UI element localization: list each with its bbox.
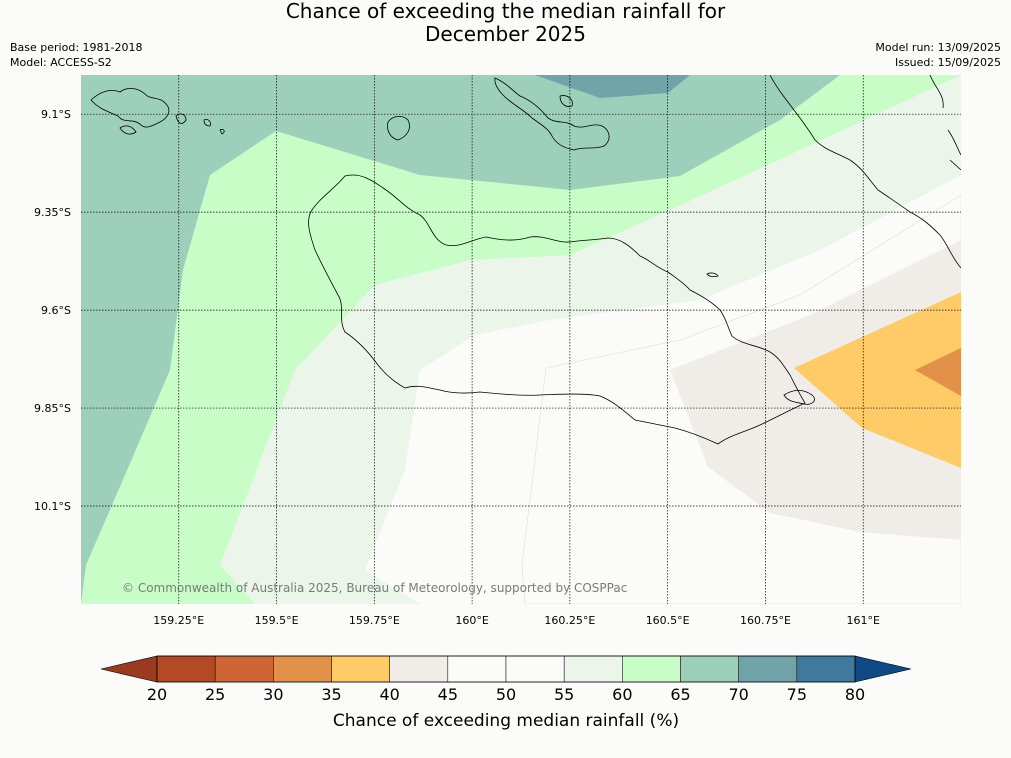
lat-tick-label: 10.1°S xyxy=(34,500,71,513)
coastline-new-georgia xyxy=(90,88,225,135)
lat-tick-label: 9.85°S xyxy=(34,402,71,415)
coastline-russell-islands xyxy=(387,116,410,141)
colorbar-bin-20-25 xyxy=(156,655,216,683)
coastline-guadalcanal xyxy=(308,174,806,445)
lon-tick-label: 160.25°E xyxy=(544,614,595,627)
colorbar-bin-35-40 xyxy=(331,655,390,683)
gridlines xyxy=(81,75,961,604)
base-period-text: Base period: 1981-2018 xyxy=(10,41,143,54)
lat-tick-label: 9.35°S xyxy=(34,206,71,219)
map-title-line1: Chance of exceeding the median rainfall … xyxy=(285,0,726,23)
lon-tick-label: 160°E xyxy=(455,614,488,627)
contour-40-45 xyxy=(670,240,961,540)
map-frame: © Commonwealth of Australia 2025, Bureau… xyxy=(81,75,961,604)
colorbar-bin-60-65 xyxy=(622,655,681,683)
colorbar-tick-label: 20 xyxy=(147,685,167,704)
colorbar-bin-45-50 xyxy=(447,655,507,683)
colorbar-tick-label: 80 xyxy=(845,685,865,704)
coastline-rennell xyxy=(783,390,815,405)
colorbar-tick-label: 60 xyxy=(612,685,632,704)
model-run-text: Model run: 13/09/2025 xyxy=(875,41,1001,54)
colorbar-bin-75-80 xyxy=(796,655,856,683)
colorbar-bin-70-75 xyxy=(738,655,798,683)
lon-tick-label: 160.5°E xyxy=(646,614,690,627)
lon-tick-label: 161°E xyxy=(846,614,879,627)
lon-tick-label: 159.75°E xyxy=(349,614,400,627)
colorbar-tick-label: 50 xyxy=(496,685,516,704)
colorbar-tick-label: 30 xyxy=(263,685,283,704)
colorbar-bin-55-60 xyxy=(563,655,623,683)
colorbar-bin-25-30 xyxy=(214,655,274,683)
colorbar-bin-65-70 xyxy=(680,655,739,683)
issued-text: Issued: 15/09/2025 xyxy=(894,56,1001,69)
colorbar-tick-label: 75 xyxy=(787,685,807,704)
colorbar-tick-label: 65 xyxy=(670,685,690,704)
latitude-tick-labels: 9.1°S 9.35°S 9.6°S 9.85°S 10.1°S xyxy=(34,108,71,513)
colorbar-over-arrow xyxy=(854,655,912,683)
colorbar-tick-label: 70 xyxy=(728,685,748,704)
longitude-tick-labels: 159.25°E 159.5°E 159.75°E 160°E 160.25°E 160.… xyxy=(153,614,880,627)
lat-tick-label: 9.1°S xyxy=(41,108,71,121)
contour-35-40 xyxy=(794,292,961,468)
colorbar-bin-50-55 xyxy=(505,655,565,683)
colorbar-tick-label: 40 xyxy=(379,685,399,704)
coastlines xyxy=(90,75,961,445)
colorbar-label: Chance of exceeding median rainfall (%) xyxy=(333,711,679,731)
colorbar-bin-30-35 xyxy=(273,655,332,683)
colorbar-tick-label: 35 xyxy=(321,685,341,704)
lat-tick-label: 9.6°S xyxy=(41,304,71,317)
colorbar: 20 25 30 35 40 45 50 55 60 65 70 75 80 xyxy=(100,655,912,704)
colorbar-under-arrow xyxy=(100,655,158,683)
lon-tick-label: 159.25°E xyxy=(153,614,204,627)
colorbar-outline xyxy=(156,655,856,683)
model-text: Model: ACCESS-S2 xyxy=(10,56,112,69)
map-title: Chance of exceeding the median rainfall … xyxy=(0,0,1011,46)
lon-tick-label: 160.75°E xyxy=(740,614,791,627)
colorbar-tick-label: 55 xyxy=(554,685,574,704)
coastline-small-malaita xyxy=(929,75,961,171)
forecast-contours xyxy=(81,75,961,604)
coastline-savo-island xyxy=(706,272,719,277)
contour-30-35 xyxy=(915,348,961,396)
colorbar-tick-label: 45 xyxy=(438,685,458,704)
copyright-credit: © Commonwealth of Australia 2025, Bureau… xyxy=(122,581,627,595)
coastline-florida-islands xyxy=(494,77,610,151)
lon-tick-label: 159.5°E xyxy=(255,614,299,627)
map-title-line2: December 2025 xyxy=(425,22,586,46)
colorbar-bin-40-45 xyxy=(389,655,449,683)
contour-70-75 xyxy=(535,75,690,98)
coastline-malaita xyxy=(769,75,961,269)
meta-right: Model run: 13/09/2025 Issued: 15/09/2025 xyxy=(875,40,1001,70)
meta-left: Base period: 1981-2018 Model: ACCESS-S2 xyxy=(10,40,142,70)
colorbar-tick-label: 25 xyxy=(205,685,225,704)
